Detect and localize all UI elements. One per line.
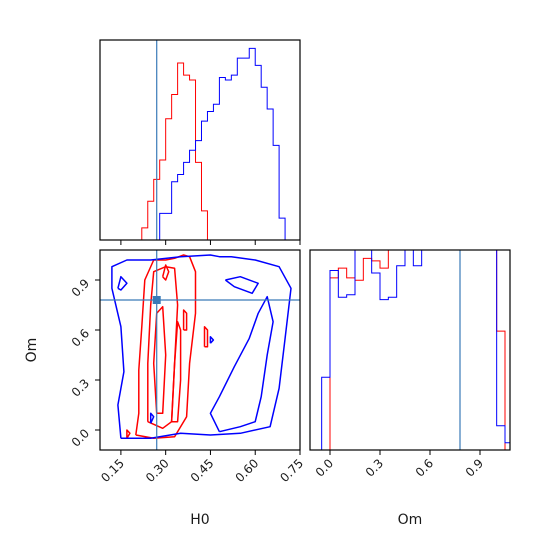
axis-labels: H0 Om Om bbox=[24, 338, 422, 528]
om-hist-tick-label: 0.6 bbox=[413, 456, 436, 479]
om-tick-label: 0.3 bbox=[69, 376, 92, 399]
contour-red-blob-b bbox=[203, 325, 209, 348]
h0-tick-label: 0.30 bbox=[143, 456, 172, 485]
om-hist-series bbox=[313, 250, 510, 450]
contour-blue-right-arc bbox=[224, 275, 259, 295]
contour-blue-blob-c bbox=[149, 412, 155, 424]
contour-frame bbox=[99, 249, 301, 451]
x-axis-label-om: Om bbox=[398, 512, 423, 528]
h0-hist-frame bbox=[99, 39, 301, 241]
h0-tick-label: 0.60 bbox=[233, 456, 262, 485]
om-tick-label: 0.0 bbox=[69, 426, 92, 449]
om-tick-label: 0.9 bbox=[69, 276, 92, 299]
contour-red-blob-d bbox=[126, 429, 131, 439]
om-hist-red bbox=[313, 250, 510, 450]
h0-tick-label: 0.75 bbox=[277, 456, 306, 485]
contour-red-outer bbox=[135, 254, 197, 440]
om-hist-tick-label: 0.0 bbox=[313, 456, 336, 479]
contour-series bbox=[100, 250, 300, 450]
om-hist-frame bbox=[309, 249, 511, 451]
x-axis-label-h0: H0 bbox=[190, 512, 209, 528]
contour-red-inner bbox=[147, 265, 179, 430]
contour-blue-blob-a bbox=[117, 275, 128, 291]
h0-tick-label: 0.15 bbox=[98, 456, 127, 485]
om-tick-label: 0.6 bbox=[69, 326, 92, 349]
contour-red-blob-a bbox=[161, 264, 170, 281]
h0-histogram-panel bbox=[99, 39, 301, 245]
om-hist-tick-label: 0.9 bbox=[463, 456, 486, 479]
contour-red-core-right bbox=[170, 320, 182, 423]
om-hist-tick-label: 0.3 bbox=[363, 456, 386, 479]
h0-hist-red bbox=[100, 62, 298, 240]
contour-blue-inner bbox=[209, 295, 274, 433]
contour-blue-outer bbox=[111, 254, 292, 440]
h0-om-contour-panel: 0.15 0.30 0.45 0.60 0.75 0.0 0.3 0.6 0.9 bbox=[69, 249, 306, 485]
h0-hist-series bbox=[100, 40, 298, 240]
h0-tick-label: 0.45 bbox=[188, 456, 217, 485]
om-histogram-panel: 0.0 0.3 0.6 0.9 bbox=[309, 249, 511, 480]
truth-marker bbox=[152, 296, 161, 304]
y-axis-label-om: Om bbox=[24, 338, 40, 363]
om-hist-blue bbox=[313, 250, 510, 450]
contour-red-blob-c bbox=[182, 309, 188, 331]
contour-blue-blob-b bbox=[209, 335, 215, 344]
h0-hist-blue bbox=[100, 47, 298, 240]
contour-red-core-left bbox=[152, 305, 167, 415]
